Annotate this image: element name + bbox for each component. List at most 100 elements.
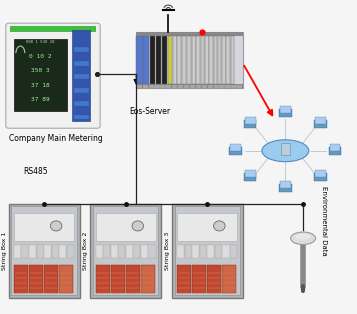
Bar [172, 204, 243, 298]
Bar [44, 245, 51, 258]
Bar [59, 245, 66, 258]
Bar [184, 85, 189, 88]
Bar [137, 85, 142, 88]
Bar [208, 85, 213, 88]
Bar [177, 213, 237, 241]
Bar [201, 36, 204, 84]
Bar [111, 265, 125, 293]
Bar [207, 245, 215, 258]
Bar [136, 84, 243, 88]
Text: 37 18: 37 18 [31, 83, 50, 88]
Bar [74, 47, 89, 52]
Bar [136, 32, 243, 88]
Bar [168, 36, 172, 84]
Bar [74, 61, 89, 66]
Text: Environmental Data: Environmental Data [321, 186, 327, 256]
Bar [143, 36, 150, 84]
Bar [177, 245, 184, 258]
Bar [200, 245, 207, 258]
Bar [330, 144, 340, 151]
Text: 000 1 530 20: 000 1 530 20 [26, 40, 55, 44]
Bar [178, 85, 183, 88]
Bar [136, 32, 243, 36]
Bar [209, 36, 213, 84]
Bar [226, 36, 230, 84]
Bar [230, 144, 241, 151]
Bar [74, 74, 89, 79]
Bar [74, 115, 89, 120]
Bar [10, 26, 96, 32]
Bar [230, 147, 242, 155]
Bar [222, 265, 236, 293]
Bar [314, 120, 327, 128]
Circle shape [50, 221, 62, 231]
Bar [111, 245, 118, 258]
Bar [177, 36, 181, 84]
Bar [218, 36, 221, 84]
Bar [21, 245, 29, 258]
Bar [245, 117, 256, 124]
Bar [90, 204, 161, 298]
Bar [36, 245, 44, 258]
Bar [230, 245, 237, 258]
Bar [149, 85, 154, 88]
Bar [44, 265, 58, 293]
Bar [222, 36, 226, 84]
Bar [202, 85, 207, 88]
Bar [281, 143, 290, 155]
Text: 0 10 2: 0 10 2 [29, 54, 52, 59]
Bar [314, 173, 327, 181]
Bar [160, 85, 166, 88]
Text: RS485: RS485 [23, 167, 47, 176]
Circle shape [213, 221, 225, 231]
Bar [141, 265, 155, 293]
Bar [222, 245, 230, 258]
Bar [192, 245, 200, 258]
Bar [329, 147, 341, 155]
Text: Eos-Server: Eos-Server [129, 107, 170, 116]
Bar [155, 85, 160, 88]
Bar [315, 170, 326, 177]
Bar [59, 265, 73, 293]
Bar [190, 85, 195, 88]
Bar [207, 265, 221, 293]
Bar [213, 85, 219, 88]
Bar [172, 36, 177, 84]
Text: 37 89: 37 89 [31, 97, 50, 102]
Bar [74, 88, 89, 93]
Bar [14, 39, 67, 111]
Bar [279, 109, 292, 117]
Bar [205, 36, 208, 84]
Bar [196, 85, 201, 88]
Circle shape [132, 221, 144, 231]
Bar [175, 206, 240, 295]
Bar [9, 204, 80, 298]
Bar [185, 245, 192, 258]
Bar [142, 85, 148, 88]
Bar [166, 85, 171, 88]
Bar [14, 245, 21, 258]
Bar [237, 85, 242, 88]
Bar [192, 36, 196, 84]
Bar [11, 206, 77, 295]
Bar [93, 206, 159, 295]
Bar [103, 245, 110, 258]
Ellipse shape [291, 232, 316, 245]
Bar [225, 85, 231, 88]
Bar [148, 245, 156, 258]
Bar [52, 245, 59, 258]
Bar [126, 265, 140, 293]
Bar [72, 30, 90, 121]
Bar [14, 265, 28, 293]
Bar [315, 117, 326, 124]
FancyBboxPatch shape [6, 23, 100, 128]
Bar [196, 36, 200, 84]
Bar [96, 245, 103, 258]
Bar [182, 36, 186, 84]
Ellipse shape [295, 234, 311, 240]
Text: String Box 2: String Box 2 [84, 232, 89, 270]
Bar [74, 101, 89, 106]
Bar [156, 36, 161, 84]
Bar [231, 36, 234, 84]
Bar [29, 245, 36, 258]
